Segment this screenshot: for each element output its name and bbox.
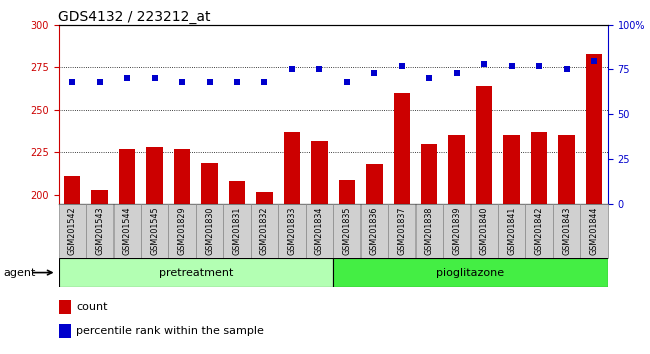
Bar: [421, 144, 437, 204]
FancyBboxPatch shape: [415, 204, 443, 258]
Text: GSM201842: GSM201842: [534, 207, 543, 255]
Bar: [311, 141, 328, 204]
Text: pretreatment: pretreatment: [159, 268, 233, 278]
Bar: [558, 136, 575, 204]
Point: [534, 63, 544, 69]
Text: pioglitazone: pioglitazone: [436, 268, 504, 278]
Text: GSM201841: GSM201841: [507, 207, 516, 255]
FancyBboxPatch shape: [333, 204, 361, 258]
Bar: [448, 136, 465, 204]
Text: GSM201837: GSM201837: [397, 207, 406, 255]
FancyBboxPatch shape: [471, 204, 498, 258]
Text: GSM201831: GSM201831: [233, 207, 242, 255]
Text: GSM201844: GSM201844: [590, 207, 599, 255]
FancyBboxPatch shape: [333, 258, 608, 287]
Bar: [586, 54, 603, 204]
Point: [314, 67, 324, 72]
FancyBboxPatch shape: [114, 204, 141, 258]
Bar: [229, 181, 245, 204]
Text: GSM201830: GSM201830: [205, 207, 214, 255]
FancyBboxPatch shape: [141, 204, 168, 258]
Text: GDS4132 / 223212_at: GDS4132 / 223212_at: [58, 10, 211, 24]
FancyBboxPatch shape: [58, 204, 86, 258]
Point: [150, 75, 160, 81]
Bar: [119, 149, 135, 204]
FancyBboxPatch shape: [525, 204, 552, 258]
Text: GSM201836: GSM201836: [370, 207, 379, 255]
Point: [177, 79, 187, 85]
Point: [479, 61, 489, 67]
Point: [259, 79, 270, 85]
Text: GSM201843: GSM201843: [562, 207, 571, 255]
Bar: [283, 132, 300, 204]
Point: [396, 63, 407, 69]
Text: GSM201829: GSM201829: [177, 207, 187, 255]
Point: [122, 75, 133, 81]
FancyBboxPatch shape: [168, 204, 196, 258]
Text: GSM201545: GSM201545: [150, 207, 159, 255]
FancyBboxPatch shape: [86, 204, 113, 258]
FancyBboxPatch shape: [306, 204, 333, 258]
Text: GSM201835: GSM201835: [343, 207, 352, 255]
Text: percentile rank within the sample: percentile rank within the sample: [76, 326, 264, 336]
Point: [369, 70, 380, 76]
FancyBboxPatch shape: [443, 204, 471, 258]
Text: GSM201834: GSM201834: [315, 207, 324, 255]
Point: [562, 67, 572, 72]
Point: [204, 79, 214, 85]
Text: count: count: [76, 302, 108, 313]
FancyBboxPatch shape: [580, 204, 608, 258]
Bar: [531, 132, 547, 204]
Text: GSM201838: GSM201838: [424, 207, 434, 255]
FancyBboxPatch shape: [251, 204, 278, 258]
Bar: [476, 86, 493, 204]
Bar: [366, 164, 383, 204]
Text: GSM201832: GSM201832: [260, 207, 269, 255]
Bar: [256, 192, 273, 204]
Bar: [146, 147, 163, 204]
Text: GSM201833: GSM201833: [287, 207, 296, 255]
Bar: [503, 136, 520, 204]
Text: GSM201840: GSM201840: [480, 207, 489, 255]
Point: [589, 58, 599, 63]
Point: [287, 67, 297, 72]
Point: [342, 79, 352, 85]
Point: [94, 79, 105, 85]
Point: [452, 70, 462, 76]
Point: [232, 79, 242, 85]
Bar: [64, 176, 81, 204]
FancyBboxPatch shape: [278, 204, 306, 258]
FancyBboxPatch shape: [388, 204, 415, 258]
Bar: [58, 324, 71, 338]
Bar: [393, 93, 410, 204]
Bar: [58, 301, 71, 314]
FancyBboxPatch shape: [361, 204, 388, 258]
Text: GSM201542: GSM201542: [68, 207, 77, 255]
FancyBboxPatch shape: [498, 204, 525, 258]
Point: [506, 63, 517, 69]
Bar: [339, 180, 355, 204]
Bar: [202, 163, 218, 204]
Text: agent: agent: [3, 268, 36, 278]
Bar: [92, 190, 108, 204]
Text: GSM201544: GSM201544: [123, 207, 132, 255]
Bar: [174, 149, 190, 204]
Point: [67, 79, 77, 85]
Text: GSM201839: GSM201839: [452, 207, 462, 255]
FancyBboxPatch shape: [196, 204, 223, 258]
Text: GSM201543: GSM201543: [95, 207, 104, 255]
FancyBboxPatch shape: [553, 204, 580, 258]
FancyBboxPatch shape: [224, 204, 251, 258]
FancyBboxPatch shape: [58, 258, 333, 287]
Point: [424, 75, 434, 81]
